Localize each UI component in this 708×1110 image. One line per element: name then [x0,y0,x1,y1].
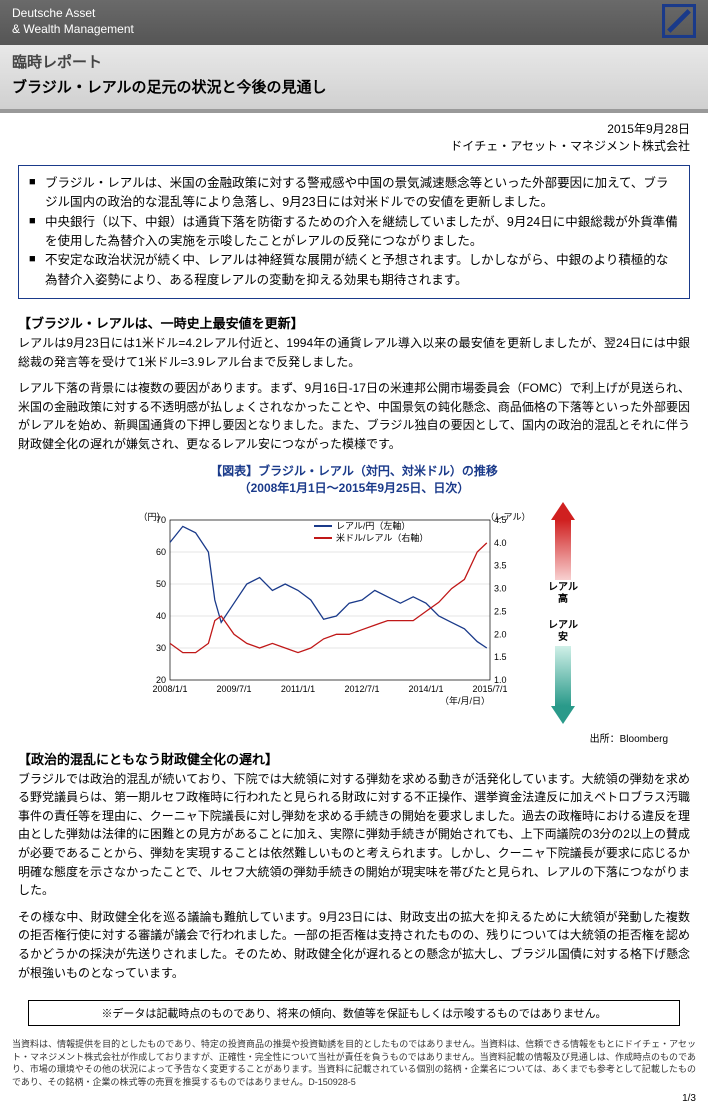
deutsche-bank-logo [662,4,696,38]
svg-text:3.5: 3.5 [494,561,507,571]
report-date: 2015年9月28日 [18,121,690,138]
data-note: ※データは記載時点のものであり、将来の傾向、数値等を保証もしくは示唆するものでは… [28,1000,680,1026]
svg-text:米ドル/レアル（右軸）: 米ドル/レアル（右軸） [336,532,428,543]
svg-text:4.0: 4.0 [494,538,507,548]
section-heading: 【ブラジル・レアルは、一時史上最安値を更新】 [0,309,708,334]
brand-line1: Deutsche Asset [12,6,696,22]
body-paragraph: レアルは9月23日には1米ドル=4.2レアル付近と、1994年の通貨レアル導入以… [0,334,708,379]
svg-text:2009/7/1: 2009/7/1 [217,684,252,694]
subheader: 臨時レポート ブラジル・レアルの足元の状況と今後の見通し [0,45,708,113]
summary-item: 中央銀行（以下、中銀）は通貨下落を防衛するための介入を継続していましたが、9月2… [45,213,679,252]
issuer-name: ドイチェ・アセット・マネジメント株式会社 [18,138,690,155]
summary-item: ブラジル・レアルは、米国の金融政策に対する警戒感や中国の景気減速懸念等といった外… [45,174,679,213]
indicator-low-label: レアル安 [548,620,578,644]
svg-text:40: 40 [156,611,166,621]
svg-text:30: 30 [156,643,166,653]
summary-box: ■ブラジル・レアルは、米国の金融政策に対する警戒感や中国の景気減速懸念等といった… [18,165,690,299]
gradient-high [555,520,571,580]
svg-text:2.5: 2.5 [494,607,507,617]
header-bar: Deutsche Asset & Wealth Management [0,0,708,45]
chart-source: 出所：Bloomberg [0,730,708,745]
svg-text:2.0: 2.0 [494,629,507,639]
svg-text:（レアル）: （レアル） [486,512,530,522]
summary-item: 不安定な政治状況が続く中、レアルは神経質な展開が続くと予想されます。しかしながら… [45,251,679,290]
chart-area: 2030405060701.01.52.02.53.03.54.04.52008… [0,502,708,724]
svg-text:2008/1/1: 2008/1/1 [153,684,188,694]
body-paragraph: その様な中、財政健全化を巡る議論も難航しています。9月23日には、財政支出の拡大… [0,908,708,990]
brand-name: Deutsche Asset & Wealth Management [12,6,696,37]
svg-text:（年/月/日）: （年/月/日） [440,695,490,706]
svg-text:2014/1/1: 2014/1/1 [409,684,444,694]
report-title: ブラジル・レアルの足元の状況と今後の見通し [12,76,696,97]
gradient-low [555,646,571,706]
page-number: 1/3 [0,1093,708,1110]
svg-text:レアル/円（左軸）: レアル/円（左軸） [336,520,410,531]
svg-text:2015/7/1: 2015/7/1 [473,684,508,694]
svg-text:（円）: （円） [139,512,166,522]
svg-text:2012/7/1: 2012/7/1 [345,684,380,694]
svg-text:1.5: 1.5 [494,652,507,662]
body-paragraph: レアル下落の背景には複数の要因があります。まず、9月16日-17日の米連邦公開市… [0,379,708,461]
disclaimer: 当資料は、情報提供を目的としたものであり、特定の投資商品の推奨や投資勧誘を目的と… [0,1034,708,1092]
chart-title: 【図表】ブラジル・レアル（対円、対米ドル）の推移 （2008年1月1日～2015… [0,462,708,496]
report-type: 臨時レポート [12,51,696,72]
arrow-up-icon [551,502,575,520]
svg-text:50: 50 [156,579,166,589]
arrow-down-icon [551,706,575,724]
section-heading: 【政治的混乱にともなう財政健全化の遅れ】 [0,745,708,770]
brand-line2: & Wealth Management [12,22,696,38]
indicator-high-label: レアル高 [548,582,578,606]
line-chart: 2030405060701.01.52.02.53.03.54.04.52008… [130,510,530,715]
body-paragraph: ブラジルでは政治的混乱が続いており、下院では大統領に対する弾劾を求める動きが活発… [0,770,708,908]
svg-text:3.0: 3.0 [494,584,507,594]
svg-text:2011/1/1: 2011/1/1 [281,684,315,694]
meta-block: 2015年9月28日 ドイチェ・アセット・マネジメント株式会社 [0,113,708,159]
real-indicator: レアル高 レアル安 [548,502,578,724]
svg-text:60: 60 [156,547,166,557]
